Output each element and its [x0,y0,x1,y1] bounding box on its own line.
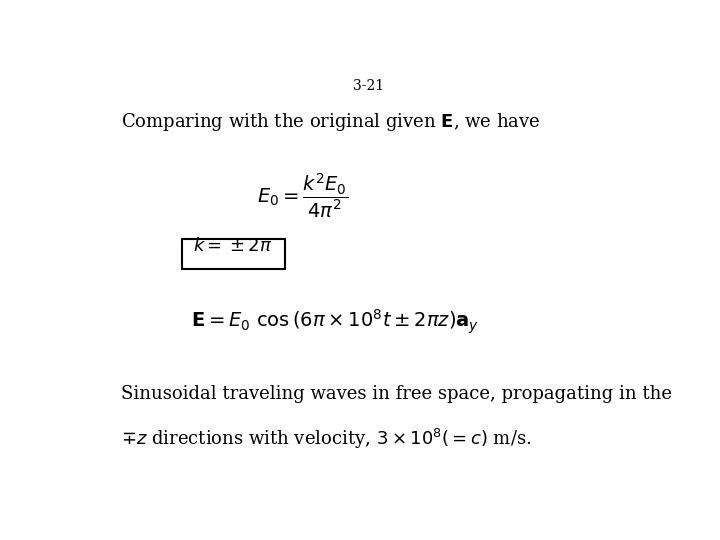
Text: Sinusoidal traveling waves in free space, propagating in the: Sinusoidal traveling waves in free space… [121,385,672,403]
Text: Comparing with the original given $\mathbf{E}$, we have: Comparing with the original given $\math… [121,111,540,132]
Text: $\mathbf{E} = E_0 \ \cos \left(6\pi \times 10^8 t \pm 2\pi z\right)\mathbf{a}_y$: $\mathbf{E} = E_0 \ \cos \left(6\pi \tim… [192,308,480,336]
Text: 3-21: 3-21 [354,79,384,93]
Text: $\mp z$ directions with velocity, $3 \times 10^8(= c)$ m/s.: $\mp z$ directions with velocity, $3 \ti… [121,427,531,451]
Text: $E_0 = \dfrac{k^2 E_0}{4\pi^2}$: $E_0 = \dfrac{k^2 E_0}{4\pi^2}$ [256,171,348,220]
Text: $k = \pm 2\pi$: $k = \pm 2\pi$ [193,237,272,255]
